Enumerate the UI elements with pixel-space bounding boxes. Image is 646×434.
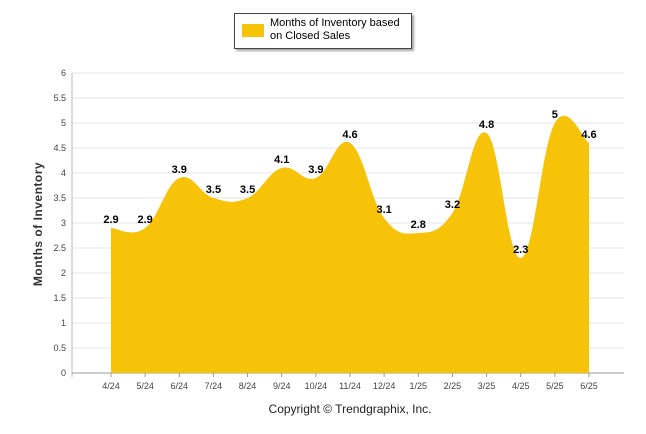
data-label: 3.9 [308,164,323,176]
x-tick-label: 1/25 [410,381,428,391]
x-tick-label: 5/25 [546,381,564,391]
y-tick-label: 4 [61,168,66,178]
y-tick-label: 6 [61,68,66,78]
y-tick-label: 0 [61,368,66,378]
y-tick-label: 3.5 [53,193,66,203]
legend-swatch [242,24,264,37]
x-tick-label: 7/24 [205,381,223,391]
x-tick-label: 11/24 [339,381,361,391]
y-tick-label: 5 [61,118,66,128]
data-label: 4.6 [342,129,357,141]
y-tick-label: 0.5 [53,343,66,353]
x-tick-label: 9/24 [273,381,291,391]
data-label: 3.1 [376,204,391,216]
y-axis-label: Months of Inventory [31,161,45,287]
data-label: 2.8 [411,219,426,231]
x-tick-label: 5/24 [136,381,154,391]
area-series [111,115,589,374]
x-tick-label: 6/25 [580,381,598,391]
y-tick-label: 2.5 [53,243,66,253]
data-label: 4.1 [274,154,289,166]
area-fill [111,115,589,374]
data-label: 3.2 [445,199,460,211]
legend: Months of Inventory based on Closed Sale… [234,13,412,49]
x-tick-label: 10/24 [305,381,328,391]
data-label: 2.9 [103,214,118,226]
data-label: 2.3 [513,244,528,256]
y-tick-label: 2 [61,268,66,278]
legend-label: Months of Inventory based on Closed Sale… [270,17,400,42]
x-tick-label: 8/24 [239,381,257,391]
x-tick-label: 4/25 [512,381,530,391]
data-label: 5 [552,109,558,121]
data-label: 4.8 [479,119,494,131]
y-tick-label: 3 [61,218,66,228]
data-label: 3.5 [240,184,255,196]
y-axis-ticks: 0 0.5 1 1.5 2 2.5 3 3.5 4 4.5 5 5.5 6 [53,68,66,378]
data-label: 3.5 [206,184,221,196]
data-label: 2.9 [137,214,152,226]
x-tick-label: 4/24 [102,381,120,391]
x-axis-ticks: 4/24 5/24 6/24 7/24 8/24 9/24 10/24 11/24 12/24 1… [102,373,598,391]
x-tick-label: 12/24 [373,381,396,391]
data-label: 3.9 [172,164,187,176]
copyright-text: Copyright © Trendgraphix, Inc. [268,402,432,416]
y-tick-label: 4.5 [53,143,66,153]
data-labels: 2.9 2.9 3.9 3.5 3.5 4.1 3.9 4.6 3.1 2.8 3.2 4.8 2.3 5… [103,109,596,256]
y-tick-label: 1.5 [53,293,66,303]
x-tick-label: 6/24 [171,381,189,391]
x-tick-label: 3/25 [478,381,496,391]
y-tick-label: 1 [61,318,66,328]
y-tick-label: 5.5 [53,93,66,103]
data-label: 4.6 [581,129,596,141]
x-tick-label: 2/25 [444,381,462,391]
